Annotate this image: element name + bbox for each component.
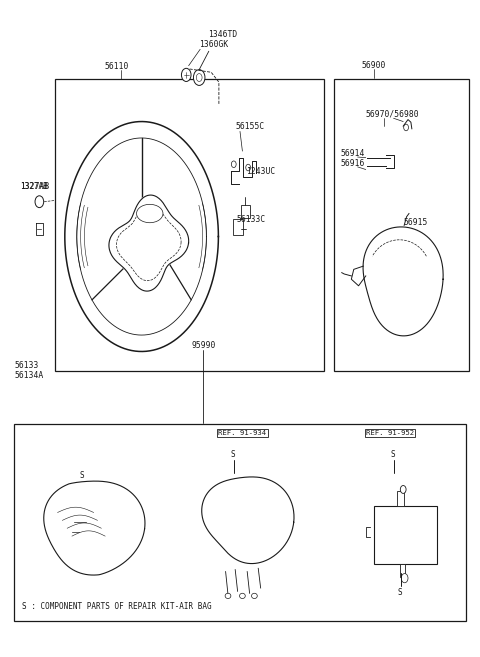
Circle shape: [181, 68, 191, 81]
Text: 56970/56980: 56970/56980: [366, 110, 420, 119]
Text: 1243UC: 1243UC: [246, 167, 275, 176]
Circle shape: [231, 161, 236, 168]
Bar: [134, 233, 161, 260]
Bar: [233, 219, 243, 235]
Text: 56110: 56110: [105, 62, 129, 71]
Circle shape: [196, 74, 202, 81]
Bar: [397, 491, 404, 506]
Ellipse shape: [136, 204, 163, 223]
Polygon shape: [109, 195, 189, 291]
Ellipse shape: [252, 593, 257, 599]
Text: S: S: [231, 450, 236, 459]
Text: 56916: 56916: [341, 158, 365, 168]
Ellipse shape: [225, 593, 231, 599]
Text: 56914: 56914: [341, 148, 365, 158]
Circle shape: [35, 196, 44, 208]
Bar: [55, 79, 324, 371]
Text: S : COMPONENT PARTS OF REPAIR KIT-AIR BAG: S : COMPONENT PARTS OF REPAIR KIT-AIR BA…: [22, 602, 211, 611]
Text: REF. 91-913: REF. 91-913: [73, 551, 121, 558]
Text: 56155C: 56155C: [235, 122, 264, 131]
Text: REF. 91-934: REF. 91-934: [218, 430, 266, 436]
Text: S: S: [391, 450, 396, 459]
Text: 95990: 95990: [192, 341, 216, 350]
Text: 56134A: 56134A: [14, 371, 44, 380]
Text: 56915: 56915: [403, 218, 428, 227]
Circle shape: [388, 261, 406, 284]
Circle shape: [401, 574, 408, 583]
Circle shape: [400, 486, 406, 493]
Bar: [374, 506, 437, 564]
Polygon shape: [363, 227, 443, 336]
Text: REF. 91-952: REF. 91-952: [366, 430, 414, 436]
Bar: [14, 424, 466, 621]
Text: 1360GK: 1360GK: [199, 40, 228, 49]
Circle shape: [193, 70, 205, 85]
Circle shape: [393, 267, 401, 278]
Circle shape: [226, 501, 250, 533]
Polygon shape: [44, 481, 145, 575]
Circle shape: [246, 164, 251, 171]
Text: S: S: [80, 471, 84, 480]
Text: 1346TD: 1346TD: [208, 30, 237, 39]
Text: S: S: [398, 588, 403, 597]
Circle shape: [404, 124, 408, 131]
Text: 56133: 56133: [14, 361, 39, 370]
Bar: [138, 241, 147, 253]
Text: 56900: 56900: [362, 60, 386, 70]
Text: 56133C: 56133C: [236, 215, 265, 224]
Polygon shape: [202, 477, 294, 564]
Text: 1327AB: 1327AB: [20, 182, 49, 191]
Text: 1327AB: 1327AB: [20, 181, 48, 191]
Bar: [334, 79, 469, 371]
Bar: [400, 564, 405, 577]
Circle shape: [149, 242, 156, 252]
Ellipse shape: [240, 593, 245, 599]
Bar: [241, 205, 250, 218]
